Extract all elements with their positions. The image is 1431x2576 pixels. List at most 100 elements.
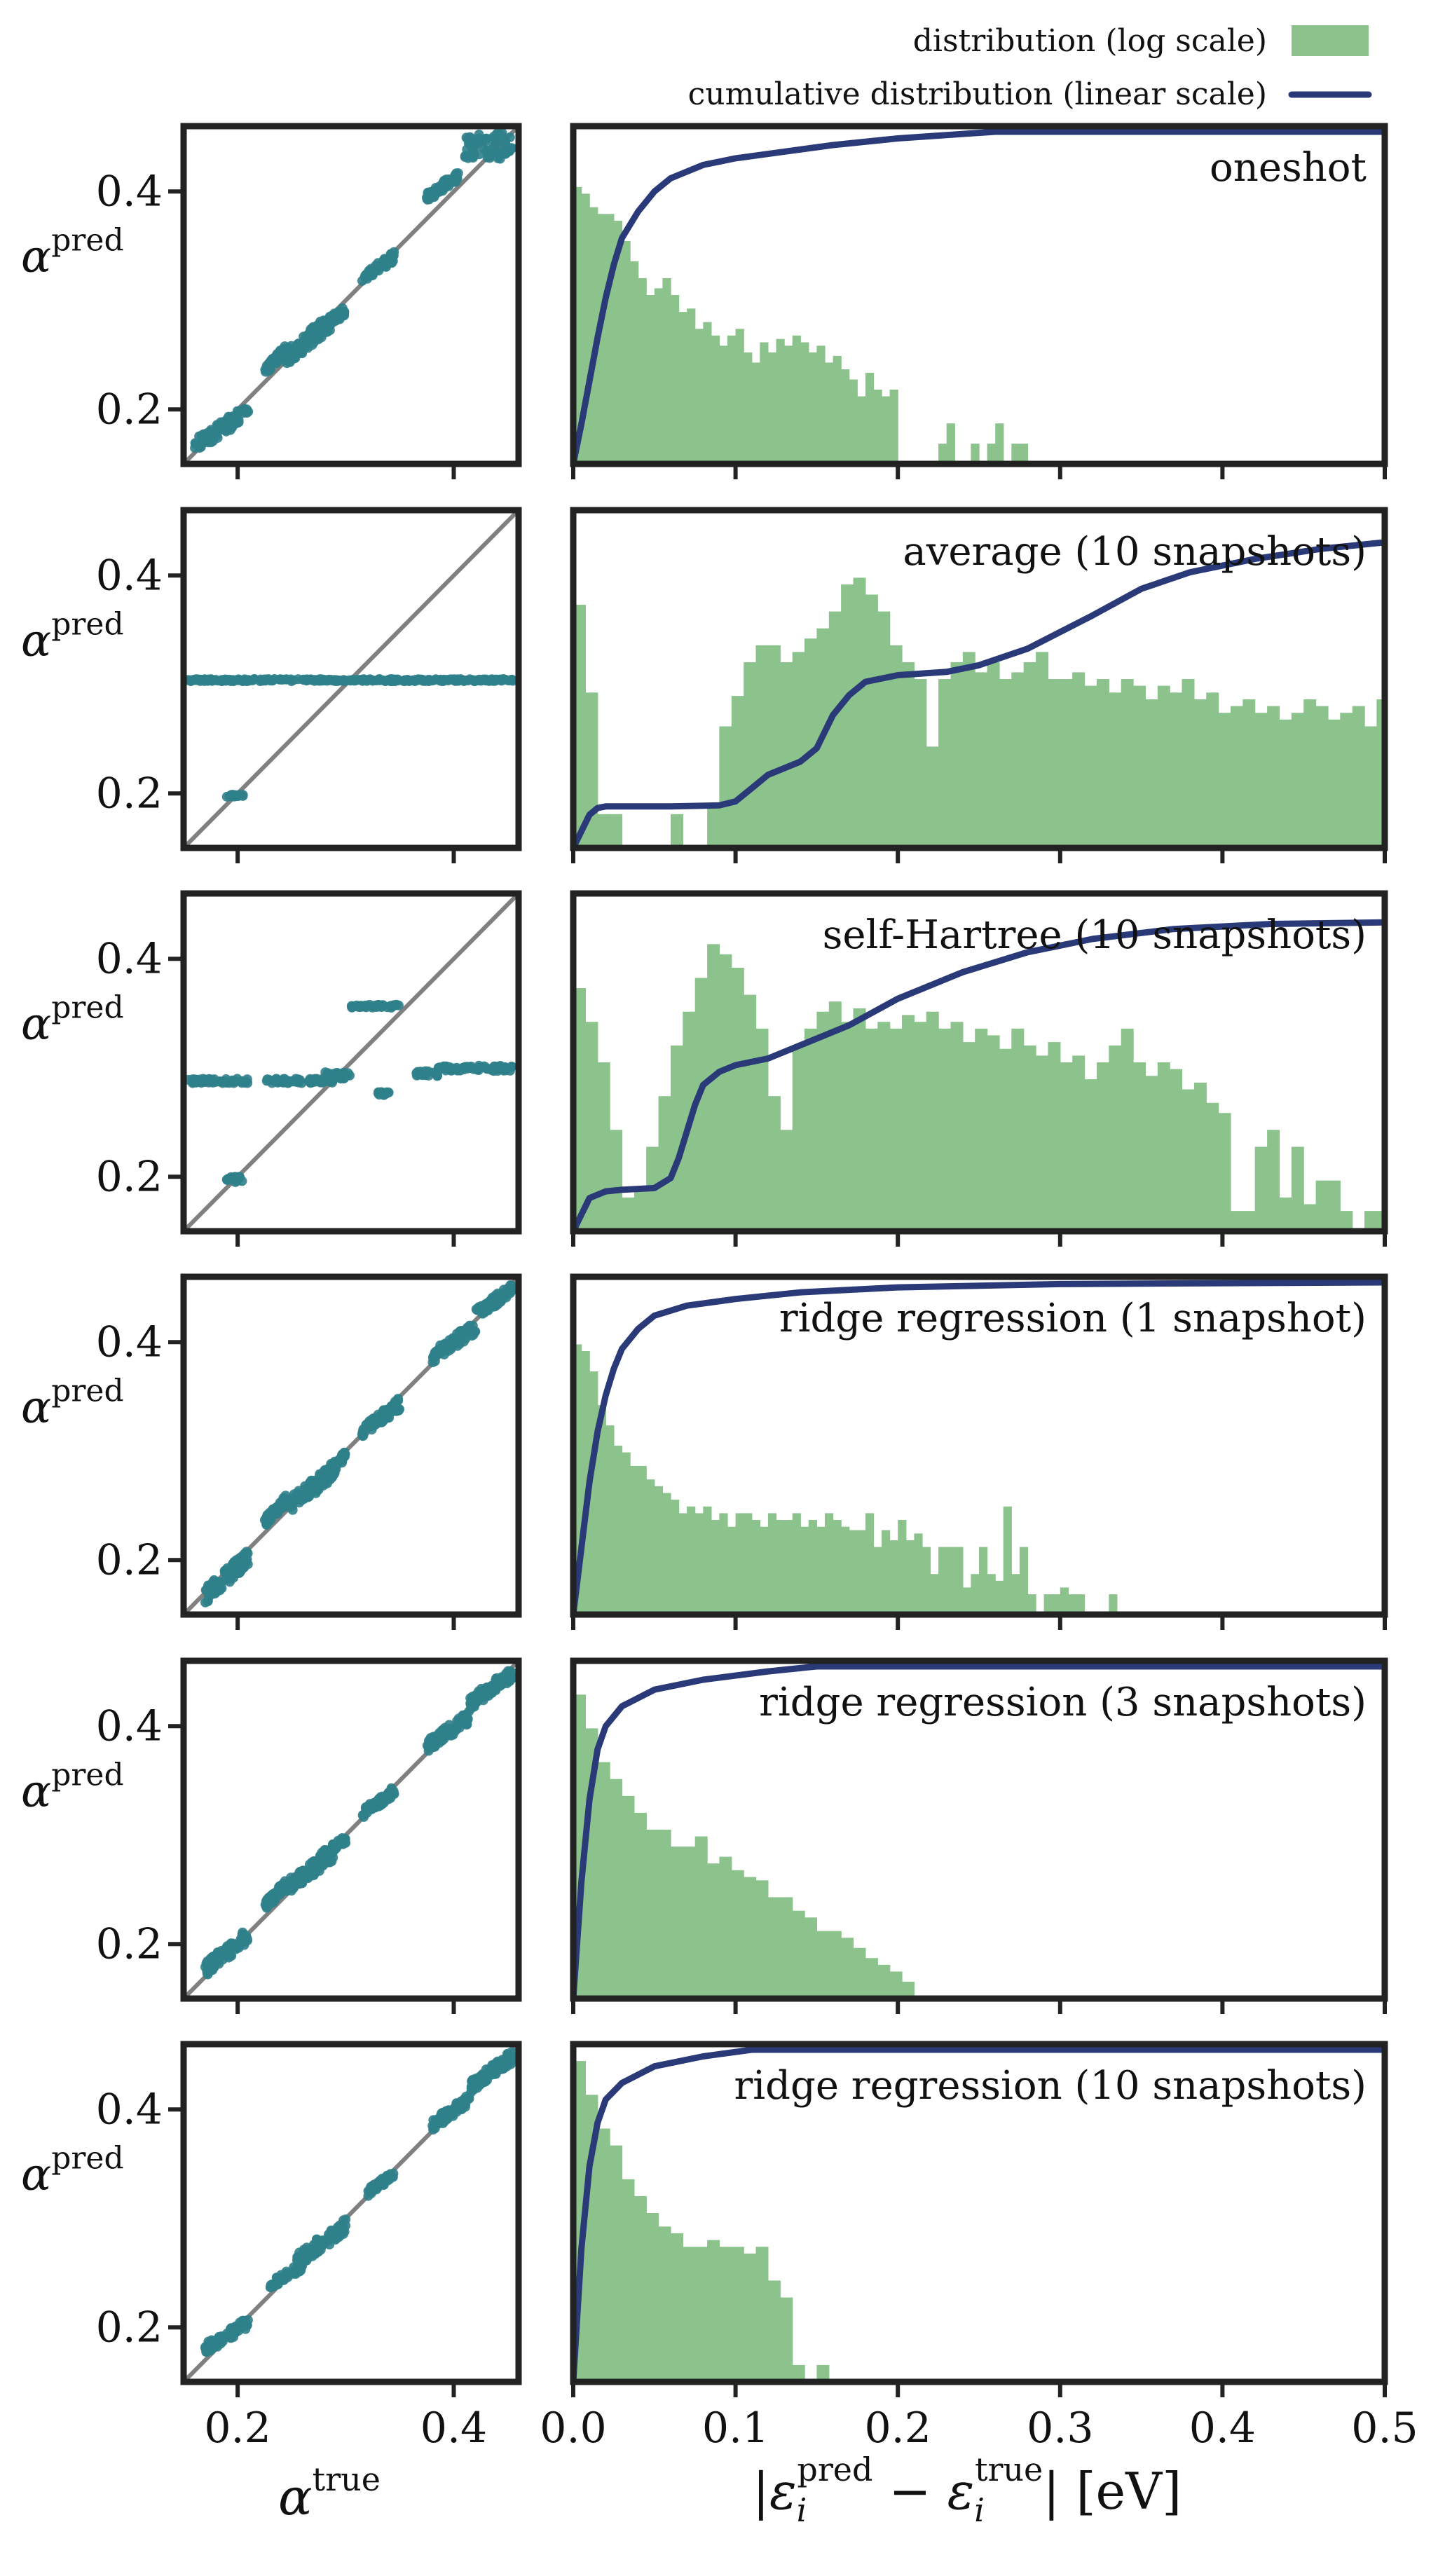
- scatter-point: [307, 340, 317, 350]
- hist-bar: [694, 2247, 708, 2382]
- scatter-point: [453, 1717, 464, 1727]
- hist-bar: [889, 1971, 903, 1999]
- scatter-point: [313, 1484, 324, 1495]
- scatter-point: [266, 356, 277, 366]
- x-tick-label: 0.4: [1189, 2404, 1256, 2453]
- scatter-panel-4: 0.2 0.4 αpred: [21, 1657, 522, 2014]
- hist-bar: [853, 1947, 866, 1999]
- hist-bar: [613, 1446, 623, 1615]
- hist-bar: [780, 662, 793, 848]
- hist-bar: [658, 1830, 671, 1999]
- hist-bar: [882, 396, 891, 464]
- scatter-point: [472, 1305, 483, 1315]
- hist-panel-2: self-Hartree (10 snapshots): [570, 890, 1388, 1247]
- scatter-point: [389, 1399, 399, 1409]
- scatter-frame: [180, 1657, 522, 2002]
- scatter-point: [237, 2316, 247, 2327]
- hist-bar: [987, 444, 996, 464]
- hist-bar: [780, 1897, 793, 1999]
- hist-bar: [634, 2195, 647, 2382]
- hist-bar: [999, 1048, 1012, 1231]
- scatter-y-axis-label-2: αpred: [21, 989, 124, 1050]
- scatter-point: [217, 675, 226, 685]
- scatter-point: [437, 1729, 447, 1739]
- hist-bar: [1193, 699, 1207, 848]
- hist-bar: [767, 352, 777, 464]
- scatter-y-axis-label-3: αpred: [21, 1373, 124, 1433]
- hist-bar: [767, 1513, 777, 1615]
- hist-bar: [877, 1964, 891, 1999]
- hist-bar: [962, 1042, 975, 1231]
- scatter-point: [382, 258, 392, 268]
- hist-bar: [744, 1513, 753, 1615]
- hist-bar: [902, 1015, 915, 1231]
- hist-bar: [1027, 1594, 1036, 1615]
- scatter-point: [282, 1884, 293, 1895]
- scatter-point: [377, 1000, 388, 1010]
- hist-bar: [760, 1526, 769, 1615]
- hist-bar: [825, 1513, 834, 1615]
- scatter-point: [495, 2057, 506, 2067]
- hist-bar: [889, 390, 898, 464]
- hist-x-axis-label-true: true: [975, 2451, 1043, 2488]
- scatter-point: [212, 1577, 223, 1587]
- scatter-point: [226, 2324, 235, 2334]
- panel-label: average (10 snapshots): [903, 529, 1367, 575]
- hist-bar: [767, 1897, 781, 1999]
- scatter-point: [466, 1701, 477, 1712]
- hist-panel-4: ridge regression (3 snapshots): [570, 1657, 1388, 2014]
- scatter-point: [263, 366, 274, 376]
- hist-bar: [1364, 1211, 1377, 1231]
- scatter-point: [491, 1681, 502, 1692]
- hist-bar: [1023, 662, 1036, 848]
- hist-bar: [905, 1540, 915, 1615]
- scatter-point: [357, 1810, 368, 1821]
- scatter-point: [296, 2251, 306, 2261]
- hist-bar: [1076, 1594, 1086, 1615]
- hist-bar: [1019, 444, 1029, 464]
- hist-bar: [622, 2179, 635, 2382]
- hist-bar: [792, 335, 801, 464]
- scatter-point: [424, 1736, 434, 1746]
- hist-bar: [597, 2128, 610, 2382]
- hist-bar: [585, 1022, 598, 1231]
- hist-bar: [1084, 1079, 1097, 1231]
- scatter-point: [505, 2055, 516, 2065]
- hist-bar: [703, 322, 712, 464]
- hist-bar: [597, 1405, 606, 1615]
- alpha-symbol: α: [21, 1381, 51, 1433]
- hist-bar: [638, 1465, 647, 1615]
- scatter-point: [260, 676, 271, 686]
- hist-bar: [671, 1500, 680, 1615]
- hist-bar: [597, 1762, 610, 1999]
- y-tick-label: 0.2: [96, 385, 163, 434]
- hist-bar: [804, 1917, 817, 1999]
- hist-bar: [889, 1540, 898, 1615]
- scatter-point: [226, 1951, 237, 1961]
- scatter-point: [366, 1418, 376, 1429]
- hist-bar: [954, 1547, 964, 1615]
- scatter-point: [472, 139, 483, 150]
- x-tick-label: 0.0: [540, 2404, 606, 2453]
- hist-bar: [780, 1130, 793, 1231]
- hist-bar: [1036, 652, 1049, 848]
- scatter-y-axis-label-sup: pred: [51, 606, 123, 642]
- hist-bar: [1231, 706, 1243, 848]
- hist-bar: [755, 645, 769, 848]
- x-tick-label: 0.5: [1351, 2404, 1418, 2453]
- hist-bar: [995, 1580, 1004, 1615]
- hist-bar: [731, 1870, 744, 1999]
- scatter-point: [207, 1074, 217, 1085]
- scatter-y-axis-label-sup: pred: [51, 1373, 123, 1409]
- scatter-point: [371, 2181, 382, 2192]
- scatter-point: [296, 341, 307, 351]
- scatter-point: [203, 676, 214, 686]
- scatter-point: [261, 1076, 272, 1086]
- hist-bar: [646, 1479, 655, 1615]
- x-tick-label: 0.2: [864, 2404, 931, 2453]
- hist-bar: [914, 679, 927, 848]
- hist-bar: [610, 2145, 623, 2382]
- scatter-panel-3: 0.2 0.4 αpred: [21, 1273, 522, 1630]
- scatter-point: [271, 1509, 280, 1519]
